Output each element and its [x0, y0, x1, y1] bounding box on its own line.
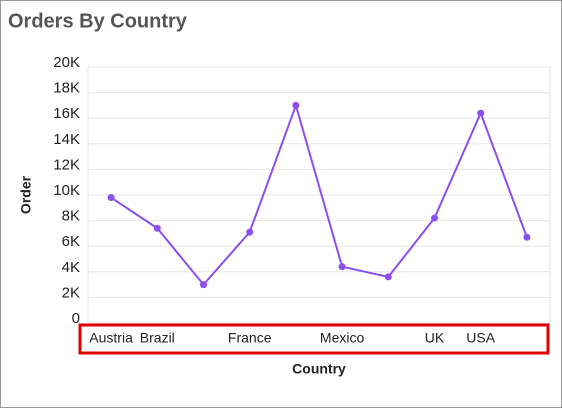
y-tick-label: 18K: [53, 80, 80, 97]
point: [292, 101, 300, 109]
chart-title: Orders By Country: [8, 10, 188, 32]
highlight-box: [78, 323, 550, 355]
x-tick-label: France: [228, 330, 272, 346]
point: [477, 109, 485, 117]
point: [246, 228, 254, 236]
point: [431, 214, 438, 222]
y-tick-label: 2K: [62, 284, 80, 301]
y-axis-label: Order: [18, 175, 34, 214]
y-tick-label: 16K: [53, 105, 80, 122]
y-tick-label: 14K: [53, 131, 80, 148]
y-tick-label: 10K: [53, 182, 80, 199]
y-tick-label: 4K: [62, 259, 80, 276]
x-tick-label: Brazil: [140, 330, 175, 346]
x-tick-label: Austria: [89, 330, 133, 346]
point: [338, 263, 346, 271]
point: [200, 281, 207, 289]
series-line: [110, 102, 528, 287]
y-tick-label: 6K: [62, 233, 80, 250]
point: [384, 273, 392, 281]
point: [107, 194, 115, 202]
x-tick-label: Mexico: [320, 330, 365, 346]
y-tick-label: 8K: [62, 208, 80, 225]
y-tick-label: 0: [72, 310, 80, 327]
x-tick-label: USA: [466, 330, 495, 346]
y-tick-label: 12K: [53, 156, 80, 173]
point: [153, 224, 161, 232]
point: [523, 233, 531, 241]
x-axis-label: Country: [292, 361, 346, 377]
x-tick-label: UK: [425, 330, 445, 346]
y-tick-label: 20K: [53, 54, 80, 71]
